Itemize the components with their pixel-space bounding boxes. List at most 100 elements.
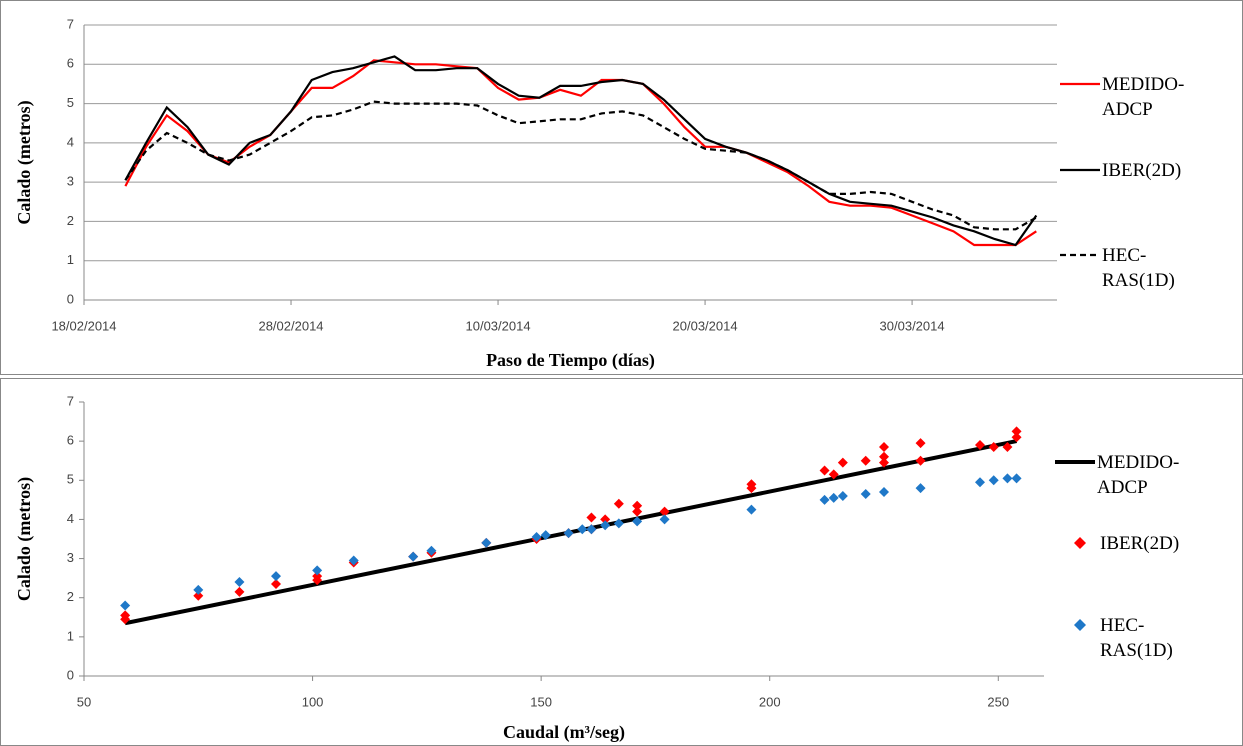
data-point	[915, 483, 926, 494]
data-point	[312, 565, 323, 576]
y-tick-label: 4	[67, 134, 74, 149]
data-point	[659, 506, 670, 517]
data-point	[1011, 426, 1022, 437]
x-tick-label: 250	[987, 694, 1009, 709]
panel-frame	[0, 0, 1243, 375]
data-point	[613, 518, 624, 529]
data-point	[879, 451, 889, 462]
data-point	[1011, 473, 1022, 484]
data-point	[348, 555, 359, 566]
data-point	[746, 479, 757, 490]
data-point	[975, 477, 985, 488]
y-tick-label: 2	[67, 589, 74, 604]
data-point	[988, 475, 999, 486]
x-tick-label: 28/02/2014	[258, 318, 323, 333]
legend-marker	[1074, 619, 1086, 631]
legend-label: IBER(2D)	[1100, 533, 1180, 554]
data-point	[1011, 432, 1022, 443]
data-point	[234, 586, 245, 597]
legend-label: HEC-RAS(1D)	[1102, 245, 1175, 291]
panel-frame	[0, 378, 1243, 746]
data-point	[426, 545, 437, 556]
legend-label: MEDIDO-ADCP	[1102, 74, 1185, 120]
legend-label: IBER(2D)	[1102, 160, 1182, 181]
data-point	[234, 577, 245, 588]
data-point	[837, 490, 848, 501]
y-tick-label: 6	[67, 56, 74, 71]
y-axis-title: Calado (metros)	[14, 100, 35, 224]
y-tick-label: 2	[67, 213, 74, 228]
data-point	[271, 579, 281, 590]
data-line	[124, 59, 1037, 247]
x-tick-label: 10/03/2014	[466, 318, 531, 333]
y-tick-label: 6	[67, 433, 74, 448]
x-tick-label: 18/02/2014	[51, 318, 116, 333]
data-point	[632, 516, 643, 527]
data-point	[193, 584, 204, 595]
data-point	[600, 520, 611, 531]
x-axis-title: Paso de Tiempo (días)	[486, 350, 655, 371]
x-tick-label: 50	[77, 694, 91, 709]
data-point	[613, 498, 624, 509]
y-tick-label: 0	[67, 667, 74, 682]
y-tick-label: 1	[67, 628, 74, 643]
x-tick-label: 30/03/2014	[880, 318, 945, 333]
data-point	[860, 455, 871, 466]
data-point	[975, 440, 985, 451]
data-point	[828, 492, 839, 503]
data-point	[819, 494, 830, 505]
x-tick-label: 100	[302, 694, 324, 709]
legend-marker	[1074, 537, 1086, 549]
data-point	[586, 524, 597, 535]
data-point	[193, 590, 204, 601]
data-point	[915, 438, 926, 449]
data-point	[540, 530, 551, 541]
data-point	[837, 457, 848, 468]
y-tick-label: 3	[67, 174, 74, 189]
data-point	[1002, 473, 1013, 484]
data-point	[563, 528, 574, 539]
data-point	[577, 524, 588, 535]
data-point	[120, 610, 131, 621]
y-tick-label: 4	[67, 511, 74, 526]
data-point	[632, 500, 643, 511]
data-point	[659, 514, 670, 525]
x-axis-title: Caudal (m³/seg)	[503, 722, 625, 743]
data-point	[481, 537, 492, 548]
data-point	[312, 571, 323, 582]
y-tick-label: 5	[67, 472, 74, 487]
data-point	[1002, 442, 1013, 453]
legend-label: HEC-RAS(1D)	[1100, 615, 1173, 661]
y-tick-label: 3	[67, 550, 74, 565]
data-point	[746, 504, 757, 515]
data-point	[819, 465, 830, 476]
data-point	[271, 571, 281, 582]
data-line	[124, 55, 1038, 247]
data-point	[408, 551, 419, 562]
data-point	[828, 469, 839, 480]
x-tick-label: 200	[759, 694, 781, 709]
data-point	[632, 506, 643, 517]
y-tick-label: 0	[67, 291, 74, 306]
y-tick-label: 5	[67, 95, 74, 110]
y-axis-title: Calado (metros)	[14, 477, 35, 601]
legend-label: MEDIDO-ADCP	[1097, 452, 1180, 498]
data-point	[120, 600, 131, 611]
data-point	[879, 442, 889, 453]
y-tick-label: 1	[67, 252, 74, 267]
data-point	[860, 488, 871, 499]
data-point	[879, 487, 889, 498]
data-line	[124, 100, 1037, 231]
data-point	[600, 514, 611, 525]
data-point	[879, 457, 889, 468]
data-point	[531, 532, 542, 543]
data-point	[586, 512, 597, 523]
data-point	[915, 455, 926, 466]
x-tick-label: 20/03/2014	[673, 318, 738, 333]
x-tick-label: 150	[530, 694, 552, 709]
y-tick-label: 7	[67, 393, 74, 408]
y-tick-label: 7	[67, 16, 74, 31]
data-point	[988, 442, 999, 453]
